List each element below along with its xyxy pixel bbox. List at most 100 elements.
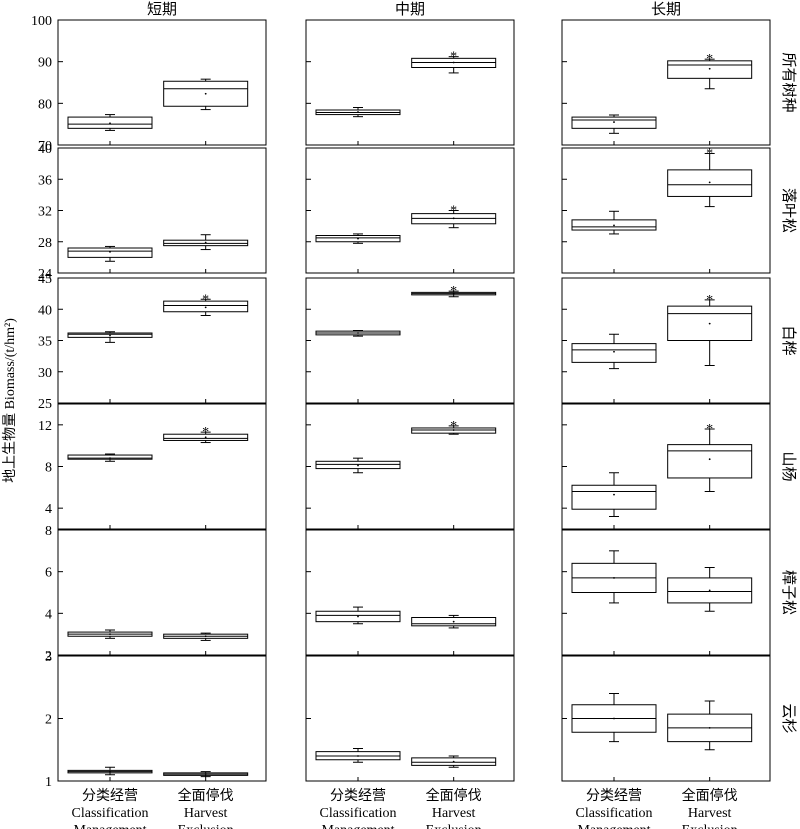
mean-point — [204, 773, 207, 776]
y-tick-label: 4 — [45, 607, 52, 622]
box-classification — [315, 107, 401, 118]
mean-point — [204, 92, 207, 95]
mean-point — [708, 322, 711, 325]
box-harvest-exclusion — [163, 234, 249, 251]
panel-r4-c3: * — [561, 403, 771, 530]
x-category-en-line2: Management — [73, 823, 146, 829]
row-label-6: 云杉 — [780, 703, 797, 733]
significance-star: * — [450, 50, 457, 65]
significance-star: * — [202, 292, 209, 307]
panel-frame — [57, 529, 267, 656]
box-harvest-exclusion: * — [667, 146, 753, 208]
panel-frame — [305, 277, 515, 404]
panel-frame — [305, 147, 515, 274]
box-classification — [571, 550, 657, 604]
box-classification — [67, 629, 153, 639]
x-category-zh: 全面停伐 — [426, 787, 482, 804]
x-category-en-line1: Classification — [576, 806, 653, 821]
box-harvest-exclusion: * — [163, 425, 249, 444]
mean-point — [109, 457, 111, 460]
box-harvest-exclusion — [163, 632, 249, 641]
y-tick-label: 3 — [45, 650, 52, 665]
y-tick-label: 25 — [38, 397, 52, 412]
mean-point — [109, 770, 111, 773]
x-category-en-line1: Classification — [320, 806, 397, 821]
y-tick-label: 8 — [45, 524, 52, 539]
iqr-box — [163, 300, 249, 313]
mean-point — [613, 493, 615, 496]
iqr-box — [667, 444, 753, 479]
row-label-1: 所有树种 — [780, 52, 797, 112]
y-tick-label: 28 — [38, 236, 52, 251]
mean-point — [109, 122, 111, 125]
box-classification — [315, 330, 401, 337]
significance-star: * — [706, 293, 713, 308]
panel-r4-c2: * — [305, 403, 515, 530]
box-harvest-exclusion — [667, 700, 753, 751]
y-tick-label: 70 — [38, 139, 52, 154]
box-harvest-exclusion: * — [667, 422, 753, 492]
mean-point — [708, 458, 711, 461]
box-harvest-exclusion: * — [411, 50, 497, 74]
y-tick-label: 2 — [45, 713, 52, 728]
mean-point — [357, 332, 359, 334]
panel-frame — [561, 19, 771, 146]
significance-star: * — [450, 204, 457, 219]
mean-point — [708, 589, 711, 592]
mean-point — [613, 717, 615, 720]
box-harvest-exclusion — [163, 771, 249, 778]
mean-point — [708, 181, 711, 184]
panel-frame — [57, 655, 267, 782]
x-category-zh: 全面停伐 — [682, 787, 738, 804]
y-tick-label: 100 — [31, 14, 52, 29]
box-classification — [571, 333, 657, 370]
box-classification — [67, 114, 153, 131]
y-axis-label: 地上生物量 Biomass/(t/hm²) — [2, 318, 18, 483]
box-harvest-exclusion: * — [411, 204, 497, 229]
mean-point — [204, 436, 207, 439]
mean-point — [357, 237, 359, 240]
y-tick-label: 4 — [45, 502, 52, 517]
panel-r5-c3 — [561, 529, 771, 656]
panel-frame — [561, 147, 771, 274]
iqr-box — [571, 484, 657, 510]
mean-point — [708, 726, 711, 729]
mean-point — [357, 755, 359, 757]
iqr-box — [67, 454, 153, 460]
y-tick-label: 35 — [38, 335, 52, 350]
x-category-zh: 全面停伐 — [178, 787, 234, 804]
mean-point — [109, 633, 111, 636]
box-classification — [571, 472, 657, 517]
y-tick-label: 36 — [38, 173, 52, 188]
y-tick-label: 2 — [45, 649, 52, 664]
x-category-zh: 分类经营 — [82, 788, 138, 804]
y-tick-label: 45 — [38, 272, 52, 287]
box-classification — [67, 766, 153, 776]
x-category-en-line2: Exclusion — [426, 823, 482, 829]
panel-frame — [57, 403, 267, 530]
panel-frame — [305, 19, 515, 146]
panel-r1-c1: 70 80 90 100 — [31, 14, 267, 154]
panel-frame — [305, 529, 515, 656]
box-classification — [67, 245, 153, 262]
row-label-5: 樟子松 — [780, 570, 798, 615]
y-tick-label: 30 — [38, 366, 52, 381]
column-title-3: 长期 — [651, 1, 681, 18]
x-category-en-line1: Harvest — [432, 806, 476, 821]
y-tick-label: 40 — [38, 303, 52, 318]
y-tick-label: 24 — [38, 267, 52, 282]
y-tick-label: 8 — [45, 461, 52, 476]
box-classification — [67, 453, 153, 462]
box-harvest-exclusion: * — [163, 292, 249, 316]
box-classification — [571, 693, 657, 743]
mean-point — [204, 241, 207, 244]
row-label-2: 落叶松 — [780, 188, 797, 233]
mean-point — [452, 61, 455, 64]
mean-point — [109, 251, 111, 253]
mean-point — [452, 217, 455, 220]
panel-frame — [57, 19, 267, 146]
column-title-2: 中期 — [395, 1, 425, 18]
y-tick-label: 90 — [38, 56, 52, 71]
row-label-4: 山杨 — [780, 451, 797, 481]
